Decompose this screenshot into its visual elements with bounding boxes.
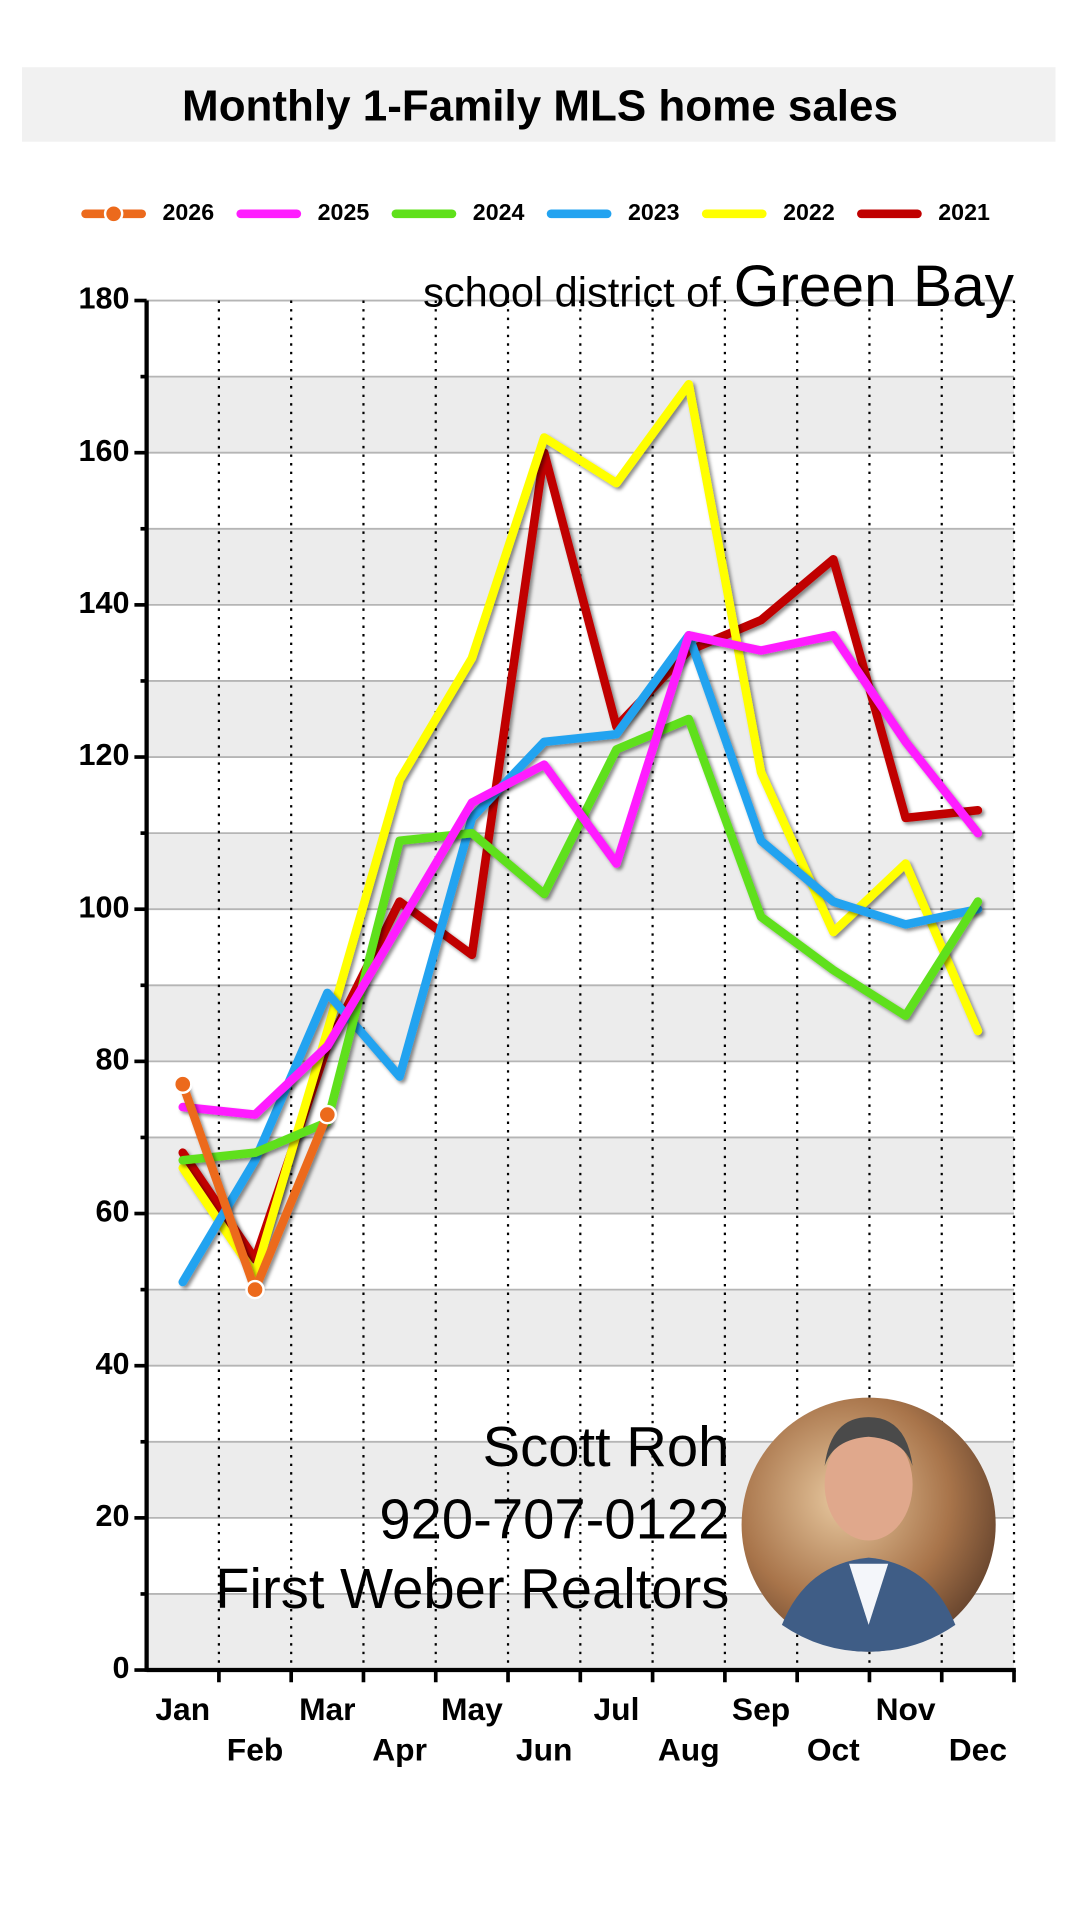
x-tick-label: Apr (372, 1731, 427, 1767)
legend-label: 2022 (783, 199, 835, 225)
x-tick-label: Jan (155, 1691, 210, 1727)
y-tick-label: 60 (96, 1195, 130, 1229)
legend-marker (103, 204, 124, 224)
x-tick-label: Aug (658, 1731, 720, 1767)
legend-label: 2025 (318, 199, 370, 225)
agent-name: Scott Roh (483, 1415, 730, 1478)
x-tick-label: Nov (876, 1691, 936, 1727)
grid-band (146, 985, 1015, 1062)
series-line (178, 631, 983, 1287)
photo-face (824, 1428, 913, 1541)
series-point (172, 1074, 193, 1094)
photo-hair (824, 1417, 913, 1467)
legend-label: 2026 (162, 199, 214, 225)
photo (741, 1397, 996, 1652)
series-line (178, 714, 983, 1165)
y-tick-label: 80 (96, 1042, 130, 1076)
y-tick-label: 160 (79, 434, 130, 468)
x-tick-label: Oct (807, 1731, 860, 1767)
x-tick-label: Sep (732, 1691, 790, 1727)
series-line (178, 379, 983, 1279)
agent-company: First Weber Realtors (215, 1557, 729, 1620)
y-tick-label: 100 (79, 890, 130, 924)
series-point (317, 1104, 338, 1125)
legend-label: 2024 (473, 199, 525, 225)
photo-shirt (849, 1563, 889, 1625)
series-point (245, 1279, 265, 1300)
y-tick-label: 40 (96, 1347, 130, 1381)
x-tick-label: May (441, 1691, 503, 1727)
y-tick-label: 120 (79, 738, 130, 772)
y-tick-label: 20 (96, 1499, 130, 1533)
y-tick-label: 0 (113, 1651, 130, 1685)
legend-label: 2021 (938, 199, 990, 225)
y-tick-label: 180 (79, 282, 130, 316)
subtitle-prefix: school district of (423, 269, 721, 316)
x-tick-label: Jul (594, 1691, 640, 1727)
x-tick-label: Dec (949, 1731, 1007, 1767)
grid-band (146, 833, 1015, 910)
x-tick-label: Feb (227, 1731, 283, 1767)
title-band (22, 67, 1056, 142)
chart-title: Monthly 1-Family MLS home sales (182, 81, 898, 130)
subtitle-place: Green Bay (734, 254, 1015, 319)
agent-phone: 920-707-0122 (379, 1487, 729, 1550)
x-tick-label: Jun (516, 1731, 572, 1767)
series-line (178, 631, 983, 1119)
legend-label: 2023 (628, 199, 680, 225)
x-tick-label: Mar (299, 1691, 355, 1727)
grid-band (146, 376, 1015, 453)
y-tick-label: 140 (79, 586, 130, 620)
